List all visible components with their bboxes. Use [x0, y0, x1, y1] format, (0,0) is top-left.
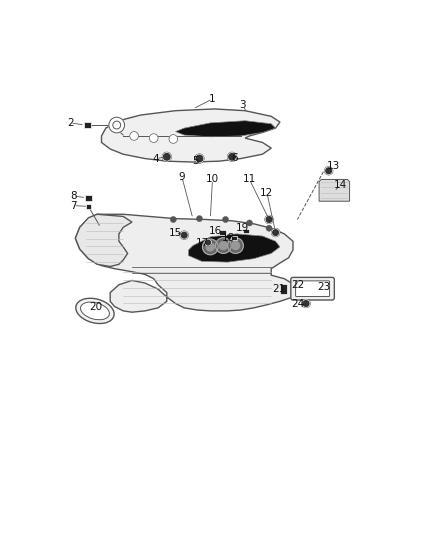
FancyBboxPatch shape: [231, 236, 237, 240]
Text: 12: 12: [260, 188, 273, 198]
Circle shape: [266, 225, 272, 231]
Text: 20: 20: [90, 302, 103, 312]
Text: 22: 22: [292, 280, 305, 290]
Circle shape: [149, 134, 158, 142]
Polygon shape: [319, 180, 350, 201]
Circle shape: [265, 215, 273, 223]
Circle shape: [215, 238, 231, 254]
FancyBboxPatch shape: [296, 281, 329, 296]
Text: 10: 10: [206, 174, 219, 184]
Circle shape: [202, 239, 218, 255]
Text: 11: 11: [243, 174, 256, 184]
FancyBboxPatch shape: [84, 123, 91, 128]
Text: 5: 5: [192, 156, 198, 166]
Circle shape: [195, 154, 204, 163]
Circle shape: [162, 152, 171, 161]
Text: 9: 9: [179, 172, 185, 182]
Polygon shape: [188, 234, 280, 262]
Text: 8: 8: [70, 191, 77, 201]
Circle shape: [205, 239, 212, 246]
FancyBboxPatch shape: [280, 284, 287, 294]
Ellipse shape: [76, 298, 114, 324]
Text: 3: 3: [240, 100, 246, 110]
Text: 13: 13: [326, 161, 339, 172]
Text: 14: 14: [333, 180, 346, 190]
Circle shape: [325, 167, 332, 175]
Circle shape: [228, 238, 244, 254]
Circle shape: [272, 229, 279, 237]
Circle shape: [109, 117, 124, 133]
Circle shape: [228, 152, 237, 161]
Circle shape: [169, 135, 178, 143]
Text: 15: 15: [169, 228, 182, 238]
Text: 6: 6: [231, 152, 237, 163]
FancyBboxPatch shape: [243, 229, 249, 233]
FancyBboxPatch shape: [85, 195, 92, 200]
Text: 16: 16: [209, 226, 222, 236]
Circle shape: [170, 216, 177, 223]
Circle shape: [180, 231, 188, 239]
Text: 23: 23: [318, 282, 331, 293]
Text: 2: 2: [67, 118, 74, 128]
Text: 19: 19: [237, 223, 250, 233]
Text: 18: 18: [222, 233, 235, 243]
Circle shape: [130, 132, 138, 140]
Polygon shape: [102, 109, 280, 162]
Text: 17: 17: [196, 238, 209, 248]
Text: 21: 21: [272, 284, 286, 294]
Text: 1: 1: [209, 94, 216, 104]
Ellipse shape: [81, 302, 110, 320]
Circle shape: [219, 241, 228, 250]
FancyBboxPatch shape: [219, 230, 226, 235]
Text: 7: 7: [70, 200, 77, 211]
Polygon shape: [75, 214, 132, 266]
Circle shape: [231, 241, 240, 250]
Polygon shape: [176, 120, 276, 137]
Circle shape: [247, 220, 253, 226]
Circle shape: [196, 215, 202, 222]
Text: 4: 4: [152, 154, 159, 164]
Circle shape: [302, 300, 310, 308]
Circle shape: [206, 243, 215, 251]
Polygon shape: [75, 214, 297, 312]
FancyBboxPatch shape: [86, 204, 91, 208]
Circle shape: [223, 216, 229, 223]
FancyBboxPatch shape: [291, 277, 334, 300]
Text: 24: 24: [292, 300, 305, 309]
